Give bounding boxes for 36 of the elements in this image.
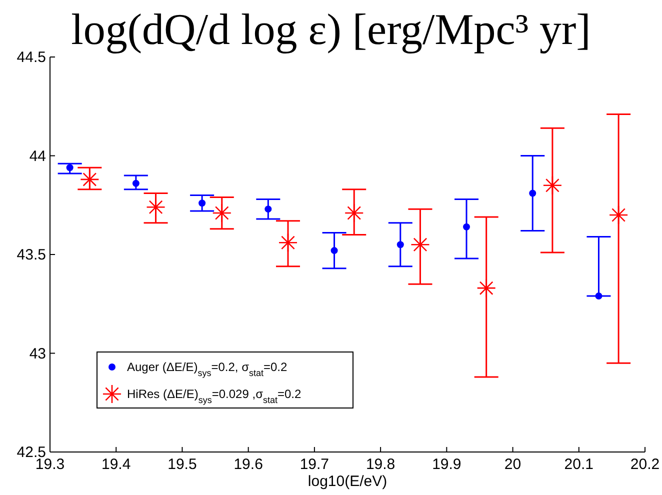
point (410, 234, 430, 254)
point (463, 223, 470, 230)
x-tick-label: 20 (504, 456, 522, 473)
point (396, 241, 404, 248)
point (80, 170, 100, 190)
point (595, 292, 602, 300)
point (344, 203, 364, 223)
x-tick-label: 19.6 (234, 456, 263, 473)
y-tick-label: 43.5 (16, 246, 46, 264)
point (608, 205, 628, 225)
point (278, 233, 298, 252)
point (146, 197, 166, 217)
x-tick-label: 19.4 (102, 456, 131, 473)
x-tick-label: 20.1 (564, 456, 594, 473)
point (542, 176, 562, 196)
legend-label: Auger (ΔE/E)$_{sys}$=0.2, σ$_{stat}$=0.2 (127, 360, 288, 378)
point (476, 278, 496, 298)
chart-title: log(dQ/d log ε) [erg/Mpc³ yr] (71, 5, 591, 54)
x-tick-label: 19.5 (168, 456, 197, 473)
y-tick-label: 43 (29, 345, 46, 362)
x-tick-label: 19.8 (366, 456, 396, 473)
y-tick-label: 44.5 (16, 49, 46, 66)
x-tick-label: 19.9 (432, 456, 462, 473)
legend-label: HiRes (ΔE/E)$_{sys}$=0.029 ,σ$_{stat}$=0.2 (127, 387, 302, 405)
y-tick-label: 44 (29, 148, 46, 165)
point (66, 164, 74, 172)
x-tick-label: 19.3 (35, 456, 65, 473)
point (198, 200, 206, 207)
point (529, 190, 536, 197)
x-axis-title: log10(E/eV) (308, 473, 388, 490)
x-tick-label: 20.2 (630, 456, 660, 473)
point (330, 247, 338, 254)
point (132, 180, 140, 187)
point (212, 203, 232, 223)
point (264, 206, 272, 213)
x-tick-label: 19.7 (300, 456, 330, 473)
